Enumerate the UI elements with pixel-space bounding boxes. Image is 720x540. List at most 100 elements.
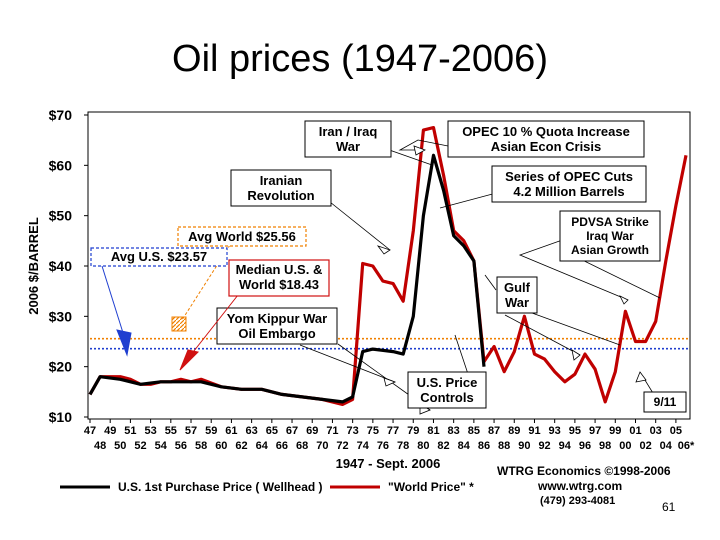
x-tick-label: 56 [175, 440, 187, 452]
x-tick-label: 78 [397, 440, 409, 452]
annotation-price-controls-box [407, 371, 487, 409]
credit-line-3: (479) 293-4081 [540, 495, 615, 507]
annotation-connector [439, 191, 501, 209]
annotation-pdvsa-strike-box [559, 210, 661, 262]
median-pointer [189, 294, 239, 357]
x-tick-label: 58 [195, 440, 207, 452]
annotation-yom-kippur-box [216, 307, 338, 345]
wellhead-price-line [88, 153, 486, 404]
annotation-iran-iraq-war-text: Iran / Iraq [319, 124, 378, 139]
x-tick-label: 71 [326, 425, 338, 437]
median-label-line-1: Median U.S. & [236, 262, 323, 277]
annotation-connector [518, 237, 629, 301]
x-tick-label: 73 [347, 425, 359, 437]
x-tick-label: 67 [286, 425, 298, 437]
annotation-9-11-text: 9/11 [654, 395, 677, 409]
x-tick-label: 90 [518, 440, 530, 452]
x-tick-label: 88 [498, 440, 510, 452]
x-tick-label: 95 [569, 425, 581, 437]
x-tick-label: 53 [144, 425, 156, 437]
x-tick-label: 72 [336, 440, 348, 452]
x-tick-label: 74 [357, 440, 370, 452]
x-axis-title: 1947 - Sept. 2006 [336, 456, 441, 471]
annotation-iranian-revolution-text: Revolution [247, 188, 314, 203]
connector-arrowhead [635, 371, 647, 383]
annotation-pdvsa-strike-text: Iraq War [586, 229, 634, 243]
annotation-opec-quota-text: Asian Econ Crisis [491, 139, 602, 154]
x-tick-label: 03 [650, 425, 662, 437]
annotation-pdvsa-strike-text: Asian Growth [571, 243, 649, 257]
legend: U.S. 1st Purchase Price ( Wellhead ) "Wo… [60, 480, 474, 494]
x-tick-label: 00 [619, 440, 631, 452]
x-tick-label: 57 [185, 425, 197, 437]
legend-label-world: "World Price" * [388, 480, 474, 494]
x-tick-label: 93 [549, 425, 561, 437]
annotation-iran-iraq-war-box [304, 120, 392, 158]
x-tick-label: 02 [639, 440, 651, 452]
x-tick-label: 82 [437, 440, 449, 452]
x-tick-label: 91 [528, 425, 540, 437]
connector-arrowhead [383, 377, 397, 387]
x-tick-label: 89 [508, 425, 520, 437]
page-number: 61 [662, 500, 676, 514]
median-box [228, 259, 330, 297]
x-tick-label: 47 [84, 425, 96, 437]
y-tick-label: $60 [49, 157, 73, 173]
x-tick-label: 83 [448, 425, 460, 437]
x-tick-label: 77 [387, 425, 399, 437]
y-axis-title: 2006 $/BARREL [26, 217, 41, 315]
x-tick-label: 81 [427, 425, 439, 437]
annotation-gulf-war-box [496, 276, 538, 314]
avg-world-box [177, 226, 307, 247]
x-tick-label: 04 [660, 440, 673, 452]
x-tick-label: 61 [225, 425, 237, 437]
avg-us-marker [116, 329, 132, 357]
avg-us-box [90, 247, 228, 267]
credit-line-1: WTRG Economics ©1998-2006 [497, 464, 671, 478]
avg-us-label: Avg U.S. $23.57 [111, 249, 207, 264]
annotation-iran-iraq-war-text: War [336, 139, 360, 154]
annotation-9-11-box [643, 391, 687, 413]
x-tick-label: 79 [407, 425, 419, 437]
x-tick-label: 66 [276, 440, 288, 452]
x-tick-label: 06* [678, 440, 695, 452]
annotation-opec-cuts-text: Series of OPEC Cuts [505, 169, 633, 184]
annotation-price-controls-text: U.S. Price [417, 375, 478, 390]
x-tick-label: 62 [235, 440, 247, 452]
annotation-connector [398, 139, 449, 151]
annotation-gulf-war-text: Gulf [504, 280, 531, 295]
annotation-connector [484, 274, 497, 291]
median-label-line-2: World $18.43 [239, 277, 319, 292]
x-tick-label: 86 [478, 440, 490, 452]
annotation-gulf-war-text: War [505, 295, 529, 310]
x-tick-label: 96 [579, 440, 591, 452]
x-tick-label: 48 [94, 440, 106, 452]
connector-arrowhead [413, 145, 426, 156]
x-tick-label: 64 [256, 440, 269, 452]
annotation-yom-kippur-text: Yom Kippur War [227, 311, 327, 326]
x-tick-label: 60 [215, 440, 227, 452]
x-tick-label: 68 [296, 440, 308, 452]
x-tick-label: 80 [417, 440, 429, 452]
x-tick-label: 01 [629, 425, 641, 437]
x-tick-label: 98 [599, 440, 611, 452]
x-tick-label: 65 [266, 425, 278, 437]
x-tick-label: 51 [124, 425, 136, 437]
annotation-price-controls-text: Controls [420, 390, 473, 405]
x-tick-label: 52 [134, 440, 146, 452]
legend-label-wellhead: U.S. 1st Purchase Price ( Wellhead ) [118, 480, 323, 494]
x-tick-label: 85 [468, 425, 480, 437]
x-tick-label: 63 [246, 425, 258, 437]
x-tick-label: 50 [114, 440, 126, 452]
annotation-opec-quota-box [447, 120, 645, 158]
annotation-iranian-revolution-text: Iranian [260, 173, 303, 188]
avg-world-label: Avg World $25.56 [188, 229, 296, 244]
y-tick-label: $10 [49, 409, 73, 425]
annotation-connector [299, 344, 396, 383]
annotation-pdvsa-strike-text: PDVSA Strike [571, 215, 649, 229]
x-tick-label: 49 [104, 425, 116, 437]
avg-us-pointer [101, 265, 125, 337]
x-tick-label: 92 [538, 440, 550, 452]
annotation-connector [504, 314, 581, 356]
